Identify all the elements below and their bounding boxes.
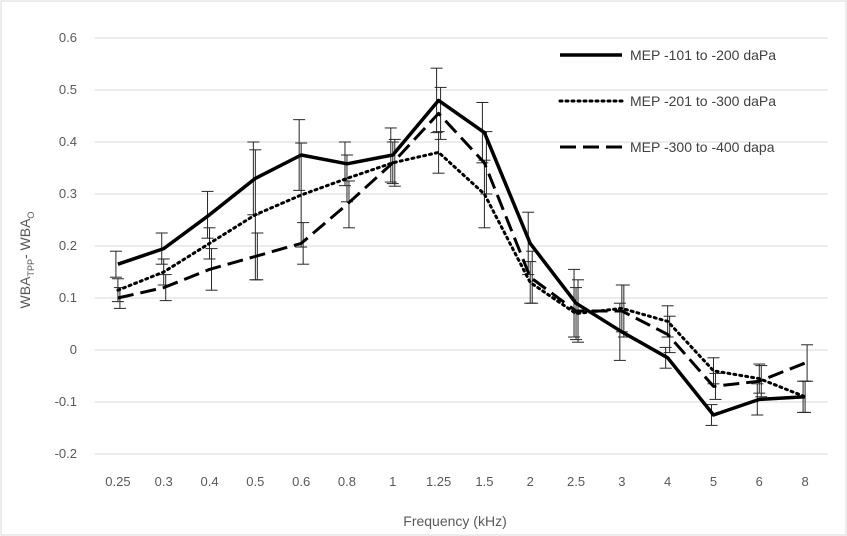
y-axis-title-sub2: O	[26, 212, 36, 219]
x-tick-label: 0.6	[292, 474, 310, 489]
y-tick-labels: -0.2 -0.1 0 0.1 0.2 0.3 0.4 0.5 0.6	[55, 30, 77, 461]
x-tick-label: 2.5	[567, 474, 585, 489]
x-tick-label: 5	[710, 474, 717, 489]
y-tick-label: -0.2	[55, 446, 77, 461]
y-axis-title-main: WBA	[17, 276, 33, 309]
legend-item: MEP -300 to -400 dapa	[560, 139, 775, 155]
y-axis-title-mid: - WBA	[17, 218, 33, 259]
legend-label: MEP -201 to -300 daPa	[630, 93, 776, 109]
y-tick-label: 0.4	[59, 134, 77, 149]
x-tick-label: 0.5	[246, 474, 264, 489]
y-tick-label: 0	[70, 342, 77, 357]
series-line-2	[116, 150, 807, 399]
series-lines	[116, 98, 807, 417]
gridlines	[95, 37, 828, 455]
y-tick-label: 0.6	[59, 30, 77, 45]
x-tick-label: 1.25	[426, 474, 451, 489]
x-tick-label: 2	[527, 474, 534, 489]
legend: MEP -101 to -200 daPa MEP -201 to -300 da…	[558, 47, 776, 155]
x-tick-label: 3	[618, 474, 625, 489]
y-tick-label: 0.2	[59, 238, 77, 253]
x-tick-labels: 0.25 0.3 0.4 0.5 0.6 0.8 1 1.25 1.5 2 2.5 3 4 5 6 8	[105, 474, 808, 489]
legend-label: MEP -300 to -400 dapa	[630, 139, 775, 155]
y-axis-title-sub1: TPP	[26, 259, 36, 277]
x-axis-title: Frequency (kHz)	[403, 513, 506, 529]
y-tick-label: 0.1	[59, 290, 77, 305]
legend-label: MEP -101 to -200 daPa	[630, 47, 776, 63]
legend-item: MEP -201 to -300 daPa	[558, 93, 776, 109]
series-line-3	[117, 111, 806, 388]
error-bar	[801, 344, 814, 382]
x-tick-label: 8	[801, 474, 808, 489]
x-tick-label: 1.5	[475, 474, 493, 489]
series-line-1	[117, 98, 806, 417]
x-tick-label: 0.25	[105, 474, 130, 489]
x-tick-label: 0.8	[338, 474, 356, 489]
x-tick-label: 4	[664, 474, 671, 489]
x-tick-label: 6	[756, 474, 763, 489]
legend-item: MEP -101 to -200 daPa	[560, 47, 776, 63]
y-tick-label: 0.5	[59, 82, 77, 97]
y-axis-title: WBATPP- WBAO	[17, 212, 36, 309]
x-tick-label: 1	[389, 474, 396, 489]
x-tick-label: 0.3	[155, 474, 173, 489]
error-bar	[570, 287, 583, 341]
y-tick-label: -0.1	[55, 394, 77, 409]
x-tick-label: 0.4	[200, 474, 218, 489]
error-bar	[109, 250, 122, 278]
y-tick-label: 0.3	[59, 186, 77, 201]
